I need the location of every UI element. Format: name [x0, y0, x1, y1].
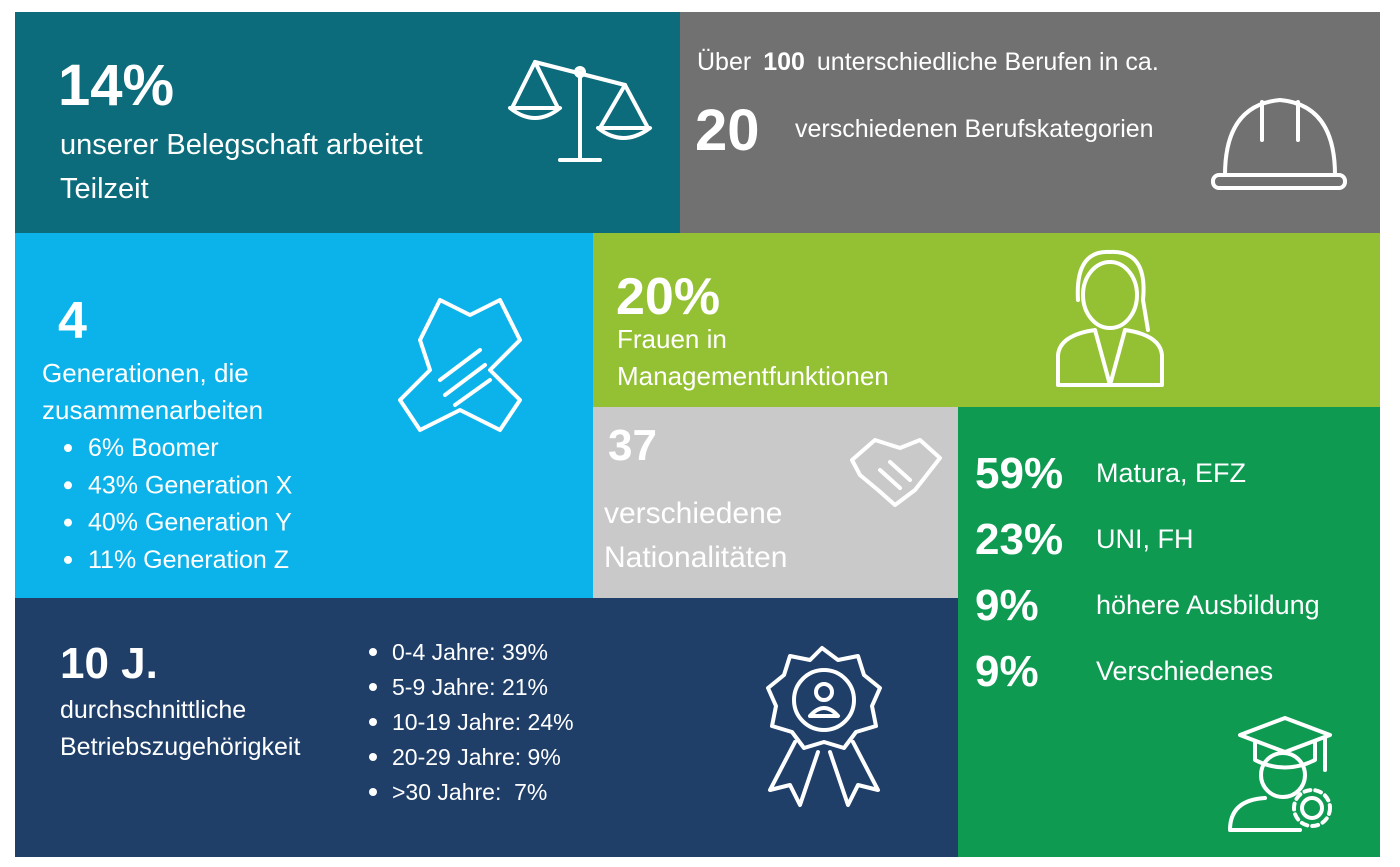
tile-education — [958, 407, 1380, 857]
tile-generations — [15, 233, 593, 598]
generations-line: Generationen, die — [42, 358, 249, 388]
generations-line: zusammenarbeiten — [42, 395, 263, 425]
bullet — [369, 648, 377, 656]
bullet — [64, 555, 72, 564]
education-label: UNI, FH — [1096, 524, 1194, 554]
categories-value: 20 — [695, 98, 760, 163]
helmet-icon — [1211, 98, 1347, 190]
graduate-icon — [1228, 716, 1332, 832]
tenure-item: >30 Jahre: 7% — [392, 779, 547, 805]
tenure-value: 10 J. — [60, 639, 158, 688]
hands-icon — [398, 298, 522, 432]
tile-women — [593, 233, 1380, 407]
award-icon — [766, 646, 882, 807]
parttime-value: 14% — [58, 53, 174, 118]
categories-text: verschiedenen Berufskategorien — [795, 115, 1154, 143]
nationalities-line: verschiedene — [604, 497, 782, 530]
women-line: Managementfunktionen — [617, 361, 889, 391]
generation-item: 40% Generation Y — [88, 509, 292, 537]
scale-icon — [508, 60, 652, 162]
tile-parttime — [15, 12, 680, 233]
education-label: Verschiedenes — [1096, 656, 1273, 686]
tenure-item: 20-29 Jahre: 9% — [392, 744, 561, 770]
nationalities-line: Nationalitäten — [604, 541, 787, 574]
education-value: 9% — [975, 647, 1039, 696]
handshake-icon — [850, 438, 942, 507]
text: unterschiedliche Berufen in ca. — [817, 48, 1159, 76]
bullet — [64, 518, 72, 527]
tenure-item: 5-9 Jahre: 21% — [392, 674, 548, 700]
education-value: 23% — [975, 515, 1063, 564]
professions-line: Über 100 unterschiedliche Berufen in ca. — [697, 48, 1159, 76]
education-label: Matura, EFZ — [1096, 458, 1246, 488]
generation-item: 6% Boomer — [88, 434, 219, 462]
tenure-line: durchschnittliche — [60, 696, 246, 724]
education-value: 59% — [975, 449, 1063, 498]
education-value: 9% — [975, 581, 1039, 630]
bullet — [369, 718, 377, 726]
prefix: Über — [697, 48, 751, 76]
tenure-item: 10-19 Jahre: 24% — [392, 709, 574, 735]
generation-item: 11% Generation Z — [88, 546, 289, 574]
generations-value: 4 — [58, 292, 87, 350]
women-value: 20% — [616, 268, 720, 326]
bullet — [369, 788, 377, 796]
woman-icon — [1056, 249, 1164, 387]
parttime-line: Teilzeit — [60, 173, 149, 205]
parttime-line: unserer Belegschaft arbeitet — [60, 129, 423, 161]
bullet — [64, 444, 72, 452]
nationalities-value: 37 — [608, 421, 657, 470]
count: 100 — [763, 48, 805, 76]
bullet — [64, 481, 72, 490]
education-label: höhere Ausbildung — [1096, 590, 1320, 620]
women-line: Frauen in — [617, 324, 727, 354]
generation-item: 43% Generation X — [88, 471, 293, 499]
tile-tenure — [15, 598, 958, 857]
tenure-line: Betriebszugehörigkeit — [60, 733, 300, 761]
bullet — [369, 683, 377, 691]
bullet — [369, 753, 377, 761]
tenure-item: 0-4 Jahre: 39% — [392, 639, 548, 665]
